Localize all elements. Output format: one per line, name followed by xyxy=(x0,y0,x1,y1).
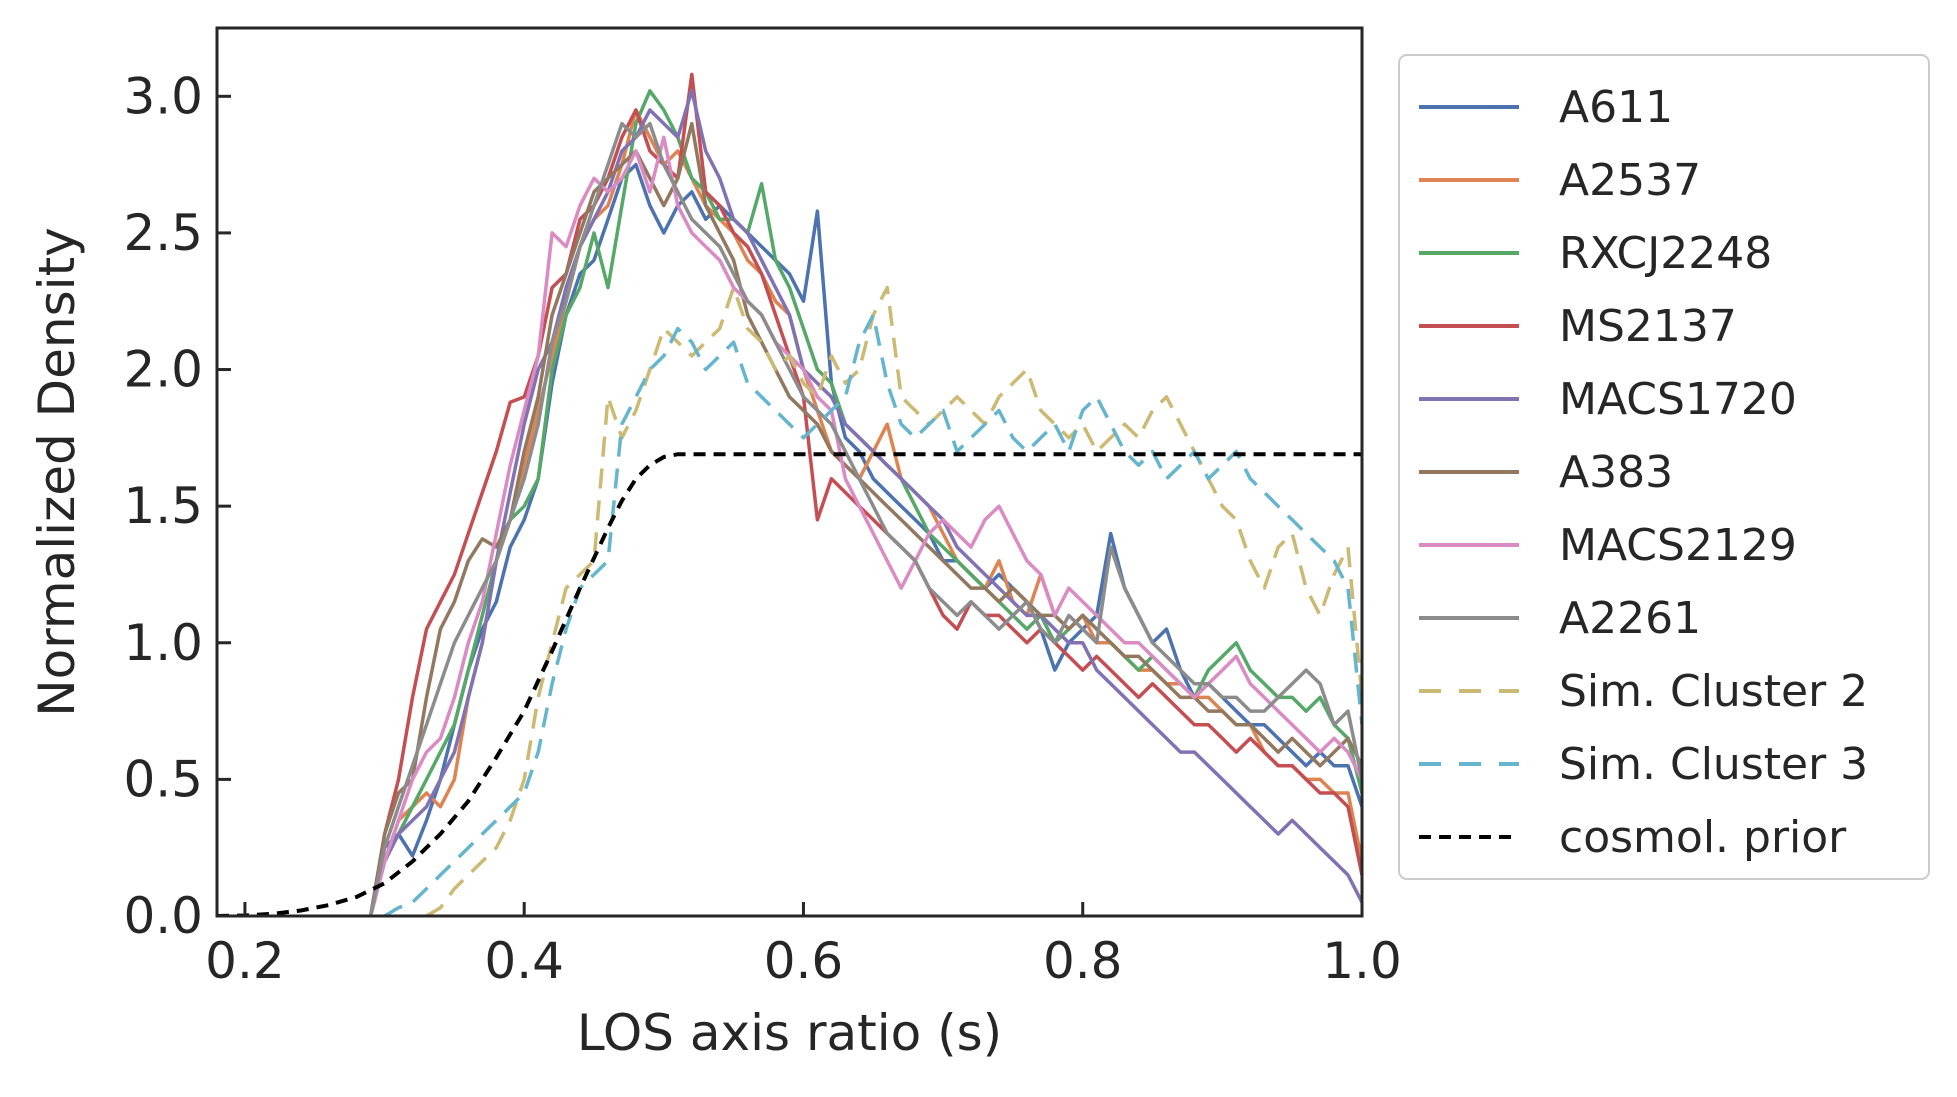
legend-box xyxy=(1398,54,1930,880)
legend-label-rxcj2248: RXCJ2248 xyxy=(1559,228,1772,279)
legend: A611 A2537 RXCJ2248 MS2137 MACS1720 A383 MACS2… xyxy=(1398,54,1930,880)
series-line-rxcj2248 xyxy=(368,89,1362,916)
x-tick-label: 0.4 xyxy=(484,932,564,990)
y-tick-label: 1.5 xyxy=(123,477,203,535)
series-line-a611 xyxy=(368,162,1362,916)
y-tick-label: 0.0 xyxy=(123,887,203,945)
x-tick-label: 0.6 xyxy=(764,932,844,990)
x-tick-label: 1.0 xyxy=(1322,932,1402,990)
legend-label-sim-cluster-2: Sim. Cluster 2 xyxy=(1559,666,1868,717)
series-line-a383 xyxy=(368,121,1362,916)
series-line-sim-cluster-3 xyxy=(383,313,1362,916)
series-line-macs2129 xyxy=(368,135,1362,916)
y-tick-label: 3.0 xyxy=(123,67,203,125)
plot-frame xyxy=(215,26,1364,918)
tick-layer: 0.2 0.4 0.6 0.8 1.0 0.0 0.5 1.0 1.5 2.0 2.5 3.0 xyxy=(123,67,1401,990)
legend-label-ms2137: MS2137 xyxy=(1559,301,1737,352)
series-line-a2261 xyxy=(368,121,1362,916)
x-tick-label: 0.2 xyxy=(205,932,285,990)
legend-label-macs2129: MACS2129 xyxy=(1559,520,1797,571)
y-tick-label: 0.5 xyxy=(123,750,203,808)
y-tick-label: 1.0 xyxy=(123,614,203,672)
legend-label-sim-cluster-3: Sim. Cluster 3 xyxy=(1559,739,1868,790)
series-line-macs1720 xyxy=(368,89,1362,916)
legend-label-a383: A383 xyxy=(1559,447,1673,498)
y-tick-label: 2.5 xyxy=(123,204,203,262)
legend-label-a2537: A2537 xyxy=(1559,155,1701,206)
y-tick-label: 2.0 xyxy=(123,341,203,399)
legend-label-a2261: A2261 xyxy=(1559,593,1701,644)
x-axis-title: LOS axis ratio (s) xyxy=(577,1004,1002,1062)
series-line-sim-cluster-2 xyxy=(425,285,1362,916)
legend-label-a611: A611 xyxy=(1559,82,1673,133)
legend-label-macs1720: MACS1720 xyxy=(1559,374,1797,425)
legend-label-cosmol-prior: cosmol. prior xyxy=(1559,812,1847,863)
x-tick-label: 0.8 xyxy=(1043,932,1123,990)
y-axis-title: Normalized Density xyxy=(28,227,86,717)
series-layer xyxy=(217,72,1362,916)
